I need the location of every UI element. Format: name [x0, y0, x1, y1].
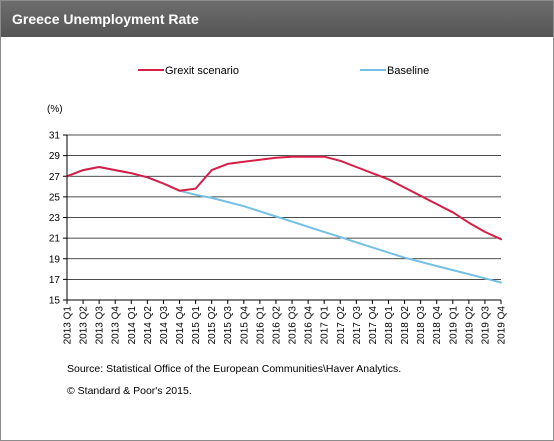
x-tick-label: 2019 Q4 — [497, 306, 508, 345]
x-tick-label: 2017 Q3 — [352, 306, 363, 345]
y-tick-label-27: 27 — [49, 172, 61, 183]
y-tick-label-17: 17 — [49, 275, 61, 286]
legend-label-grexit: Grexit scenario — [165, 65, 239, 77]
x-tick-label: 2018 Q2 — [400, 306, 411, 345]
x-tick-label: 2015 Q4 — [239, 306, 250, 345]
x-tick-label: 2019 Q1 — [448, 306, 459, 345]
x-tick-label: 2013 Q1 — [63, 306, 74, 345]
x-tick-label: 2019 Q3 — [480, 306, 491, 345]
x-tick-label: 2013 Q3 — [95, 306, 106, 345]
y-axis-label: (%) — [47, 104, 63, 115]
x-tick-label: 2018 Q3 — [416, 306, 427, 345]
legend-label-baseline: Baseline — [387, 65, 429, 77]
x-tick-label: 2013 Q4 — [111, 306, 122, 345]
y-tick-label-31: 31 — [49, 131, 61, 142]
legend: Grexit scenario Baseline — [138, 65, 429, 77]
x-tick-label: 2018 Q1 — [384, 306, 395, 345]
x-tick-label: 2016 Q1 — [255, 306, 266, 345]
x-tick-label: 2015 Q3 — [223, 306, 234, 345]
x-tick-label: 2016 Q3 — [288, 306, 299, 345]
copyright-note: © Standard & Poor's 2015. — [67, 385, 192, 397]
x-tick-label: 2018 Q4 — [432, 306, 443, 345]
source-note: Source: Statistical Office of the Europe… — [67, 363, 401, 375]
x-tick-label: 2014 Q2 — [143, 306, 154, 345]
chart-title: Greece Unemployment Rate — [12, 11, 199, 27]
x-tick-label: 2016 Q4 — [304, 306, 315, 345]
x-tick-label: 2013 Q2 — [79, 306, 90, 345]
y-tick-label-21: 21 — [49, 234, 61, 245]
x-axis-ticks: 2013 Q1 2013 Q2 2013 Q3 2013 Q4 2014 Q1 2014 … — [63, 300, 508, 344]
series-line-grexit — [66, 155, 502, 241]
series-lines — [66, 155, 502, 284]
y-axis-ticks: 15 17 19 21 23 25 27 29 31 — [49, 131, 67, 307]
y-tick-label-15: 15 — [49, 296, 61, 307]
y-tick-label-19: 19 — [49, 254, 61, 265]
y-tick-label-29: 29 — [49, 151, 61, 162]
x-tick-label: 2015 Q2 — [207, 306, 218, 345]
x-tick-label: 2017 Q1 — [320, 306, 331, 345]
x-tick-label: 2014 Q1 — [127, 306, 138, 345]
y-tick-label-25: 25 — [49, 192, 61, 203]
x-tick-label: 2016 Q2 — [271, 306, 282, 345]
x-tick-label: 2014 Q3 — [159, 306, 170, 345]
x-tick-label: 2015 Q1 — [191, 306, 202, 345]
series-line-baseline — [66, 166, 502, 284]
x-tick-label: 2017 Q4 — [368, 306, 379, 345]
chart-header: Greece Unemployment Rate — [1, 1, 553, 37]
y-tick-label-23: 23 — [49, 213, 61, 224]
x-tick-label: 2017 Q2 — [336, 306, 347, 345]
x-tick-label: 2019 Q2 — [464, 306, 475, 345]
x-tick-label: 2014 Q4 — [175, 306, 186, 345]
grid-lines — [67, 134, 501, 301]
axes — [66, 135, 501, 301]
